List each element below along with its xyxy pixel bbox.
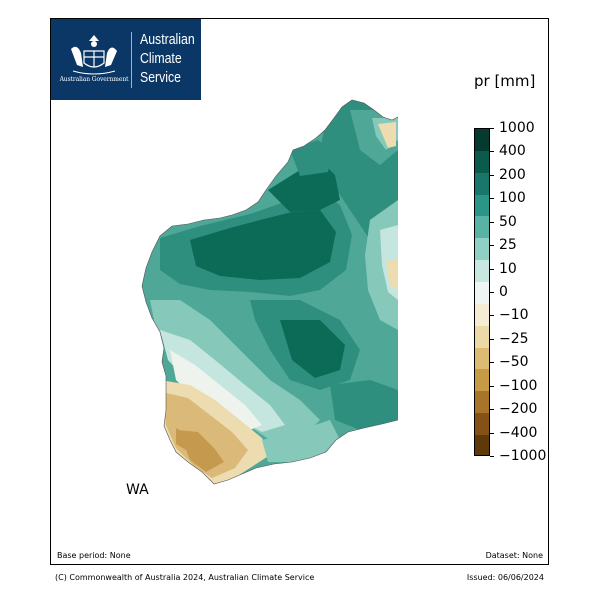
copyright-text: (C) Commonwealth of Australia 2024, Aust…: [55, 573, 315, 582]
colorbar-segment: [475, 303, 489, 326]
colorbar-segment: [475, 238, 489, 261]
colorbar-tick-mark: [490, 151, 494, 153]
colorbar-tick-label: 200: [499, 166, 526, 183]
colorbar-tick-label: 25: [499, 237, 517, 254]
colorbar-segment: [475, 194, 489, 217]
colorbar-tick-label: −100: [499, 377, 538, 394]
acs-line-2: Climate: [140, 50, 182, 67]
colorbar-tick-label: 0: [499, 284, 508, 300]
colorbar-segment: [475, 413, 489, 436]
colorbar-segment: [475, 260, 489, 283]
colorbar-tick-mark: [490, 362, 494, 364]
colorbar-tick-label: −25: [499, 330, 529, 347]
base-period-text: Base period: None: [57, 551, 131, 560]
colorbar: [474, 128, 490, 456]
colorbar-tick-label: 400: [499, 143, 526, 160]
colorbar-tick-label: −400: [499, 424, 538, 441]
colorbar-segment: [475, 391, 489, 414]
colorbar-tick-mark: [490, 292, 494, 293]
colorbar-segment: [475, 216, 489, 239]
colorbar-tick-mark: [490, 409, 494, 411]
colorbar-tick-mark: [490, 198, 494, 200]
map-fill-layer: [142, 100, 398, 484]
colorbar-segment: [475, 129, 489, 151]
colorbar-tick-mark: [490, 268, 494, 270]
colorbar-tick-label: 50: [499, 213, 517, 230]
region-label: WA: [126, 482, 149, 498]
colorbar-segment: [475, 150, 489, 173]
colorbar-tick-label: 1000: [499, 120, 535, 136]
colorbar-segment: [475, 347, 489, 370]
colorbar-tick-mark: [490, 315, 494, 317]
issued-date-text: Issued: 06/06/2024: [466, 573, 544, 582]
australian-climate-service-logo: Australian Government Australian Climate…: [51, 19, 201, 100]
dataset-text: Dataset: None: [485, 551, 543, 560]
logo-divider: [131, 32, 132, 88]
colorbar-tick-mark: [490, 432, 494, 434]
australian-government-text: Australian Government: [59, 76, 129, 83]
colorbar-tick-label: 100: [499, 190, 526, 207]
colorbar-segment: [475, 435, 489, 455]
colorbar-tick-label: −50: [499, 354, 529, 371]
colorbar-segment: [475, 172, 489, 195]
colorbar-tick-label: −10: [499, 307, 529, 324]
colorbar-segment: [475, 282, 489, 304]
legend-title: pr [mm]: [474, 72, 536, 90]
colorbar-tick-label: −200: [499, 401, 538, 418]
colorbar-tick-mark: [490, 338, 494, 340]
colorbar-tick-label: 10: [499, 260, 517, 277]
colorbar-tick-mark: [490, 385, 494, 387]
colorbar-tick-mark: [490, 456, 494, 457]
acs-line-3: Service: [140, 69, 182, 86]
colorbar-segment: [475, 325, 489, 348]
wa-coastline: [141, 99, 399, 485]
colorbar-tick-mark: [490, 221, 494, 223]
coat-of-arms-icon: [71, 35, 117, 75]
acs-line-1: Australian: [140, 31, 195, 48]
acs-wordmark: Australian Climate Service: [140, 30, 195, 87]
colorbar-tick-mark: [490, 245, 494, 247]
colorbar-tick-label: −1000: [499, 448, 547, 464]
colorbar-tick-mark: [490, 174, 494, 176]
colorbar-segment: [475, 369, 489, 392]
colorbar-tick-mark: [490, 128, 494, 129]
